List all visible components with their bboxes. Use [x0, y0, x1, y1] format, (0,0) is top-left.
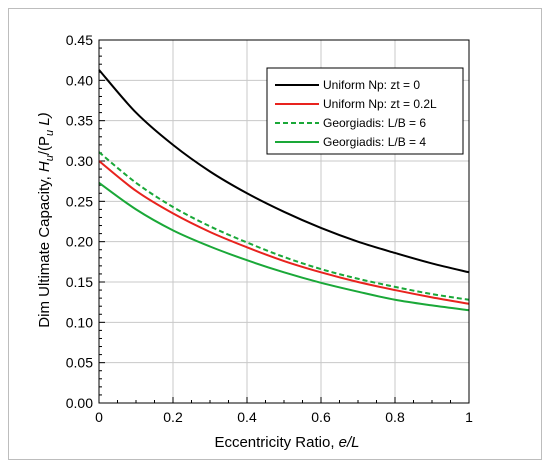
series-line-2	[98, 160, 470, 305]
y-tick-label: 0.35	[66, 113, 93, 129]
legend: Uniform Np: zt = 0 Uniform Np: zt = 0.2L G…	[266, 67, 464, 155]
legend-label-2: Uniform Np: zt = 0.2L	[323, 97, 437, 111]
legend-label-1: Uniform Np: zt = 0	[323, 78, 420, 92]
y-tick-label: 0.25	[66, 193, 93, 209]
x-tick-label: 0	[95, 409, 103, 425]
series-line-4	[98, 181, 470, 312]
x-tick-label: 0.2	[163, 409, 183, 425]
y-tick-label: 0.15	[66, 274, 93, 290]
y-tick-label: 0.10	[66, 314, 93, 330]
y-tick-label: 0.00	[66, 395, 93, 411]
y-axis-label: Dim Ultimate Capacity, Hu/(Pu L)	[36, 112, 56, 327]
legend-label-3: Georgiadis: L/B = 6	[323, 116, 426, 130]
chart-svg: 0.000.050.100.150.200.250.300.350.400.45…	[36, 32, 473, 451]
y-tick-label: 0.45	[66, 32, 93, 48]
x-tick-label: 1	[465, 409, 473, 425]
y-tick-label: 0.20	[66, 234, 93, 250]
y-tick-label: 0.05	[66, 355, 93, 371]
y-tick-labels: 0.00 0.05 0.10 0.15 0.20 0.25 0.30 0.35 0.40 0.45	[66, 32, 93, 411]
x-axis-label: Eccentricity Ratio, e/L	[214, 434, 359, 451]
x-tick-labels: 0 0.2 0.4 0.6 0.8 1	[95, 409, 473, 425]
y-tick-label: 0.30	[66, 153, 93, 169]
x-tick-label: 0.8	[385, 409, 405, 425]
series-line-1	[98, 69, 470, 274]
x-tick-label: 0.4	[237, 409, 257, 425]
legend-box	[266, 67, 464, 155]
x-tick-label: 0.6	[311, 409, 331, 425]
y-tick-label: 0.40	[66, 72, 93, 88]
plot-area-border	[98, 39, 470, 404]
series-lines	[98, 69, 470, 312]
legend-label-4: Georgiadis: L/B = 4	[323, 135, 426, 149]
series-line-3	[98, 151, 470, 301]
chart-frame: 0.00 0.05 0.10 0.15 0.20 0.25 0.30 0.35 0.40 0.45…	[8, 8, 542, 460]
